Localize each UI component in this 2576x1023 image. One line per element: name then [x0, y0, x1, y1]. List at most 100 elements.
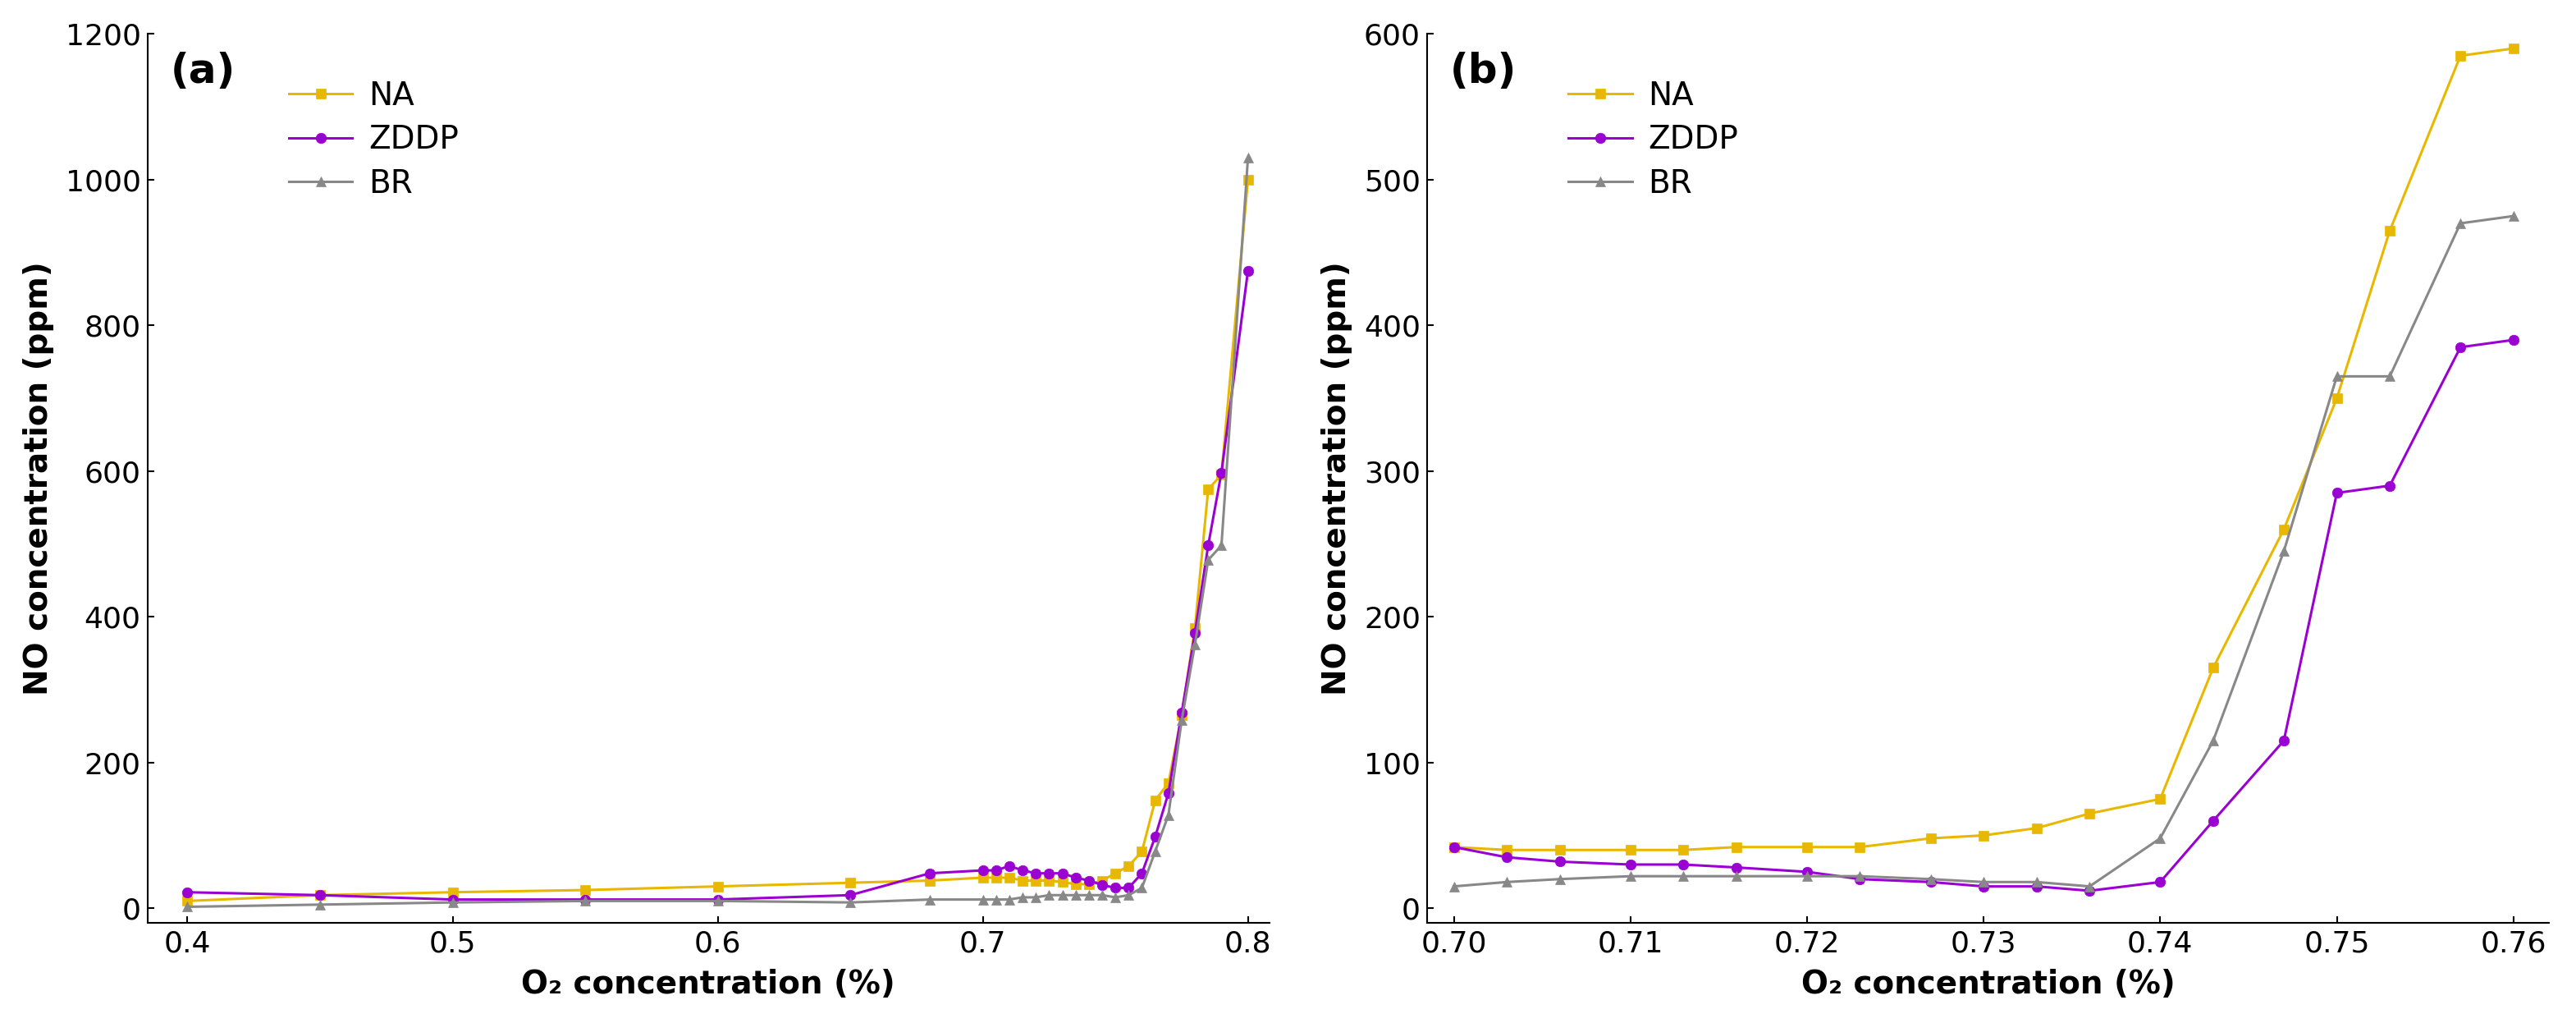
- BR: [1492, 876, 1522, 888]
- NA: [1061, 878, 1092, 890]
- BR: [969, 893, 999, 905]
- NA: [2269, 523, 2300, 535]
- BR: [173, 900, 204, 913]
- ZDDP: [1126, 868, 1157, 880]
- BR: [1061, 889, 1092, 901]
- ZDDP: [1180, 627, 1211, 639]
- NA: [1437, 841, 1468, 853]
- NA: [1667, 844, 1698, 856]
- ZDDP: [569, 893, 600, 905]
- ZDDP: [1844, 873, 1875, 885]
- NA: [1033, 875, 1064, 887]
- BR: [1100, 891, 1131, 903]
- Legend: NA, ZDDP, BR: NA, ZDDP, BR: [276, 68, 471, 213]
- BR: [994, 893, 1025, 905]
- BR: [569, 895, 600, 907]
- NA: [1543, 844, 1574, 856]
- BR: [2321, 370, 2352, 383]
- Line: ZDDP: ZDDP: [1448, 335, 2519, 896]
- ZDDP: [1914, 876, 1945, 888]
- BR: [914, 893, 945, 905]
- BR: [1113, 889, 1144, 901]
- NA: [1492, 844, 1522, 856]
- ZDDP: [1543, 855, 1574, 868]
- ZDDP: [1193, 539, 1224, 551]
- BR: [1074, 889, 1105, 901]
- NA: [981, 872, 1012, 884]
- NA: [1167, 709, 1198, 721]
- BR: [1126, 882, 1157, 894]
- ZDDP: [2197, 814, 2228, 827]
- ZDDP: [1968, 880, 1999, 892]
- NA: [2146, 793, 2177, 805]
- ZDDP: [1667, 858, 1698, 871]
- NA: [914, 875, 945, 887]
- NA: [1721, 841, 1752, 853]
- Text: (a): (a): [170, 52, 234, 91]
- BR: [1180, 638, 1211, 651]
- ZDDP: [835, 889, 866, 901]
- NA: [1914, 832, 1945, 844]
- BR: [2074, 880, 2105, 892]
- X-axis label: O₂ concentration (%): O₂ concentration (%): [520, 969, 896, 1000]
- ZDDP: [1154, 787, 1185, 799]
- ZDDP: [173, 886, 204, 898]
- NA: [1154, 776, 1185, 789]
- ZDDP: [1437, 841, 1468, 853]
- Legend: NA, ZDDP, BR: NA, ZDDP, BR: [1556, 68, 1752, 213]
- ZDDP: [2269, 735, 2300, 747]
- BR: [981, 893, 1012, 905]
- Line: BR: BR: [1448, 211, 2519, 891]
- BR: [1154, 809, 1185, 821]
- NA: [1020, 875, 1051, 887]
- BR: [1844, 871, 1875, 883]
- ZDDP: [2146, 876, 2177, 888]
- ZDDP: [981, 864, 1012, 877]
- BR: [835, 896, 866, 908]
- BR: [1667, 871, 1698, 883]
- NA: [2022, 821, 2053, 834]
- Text: (b): (b): [1450, 52, 1517, 91]
- Line: BR: BR: [183, 152, 1252, 911]
- NA: [173, 895, 204, 907]
- ZDDP: [1721, 861, 1752, 874]
- BR: [2445, 217, 2476, 229]
- NA: [1139, 794, 1170, 806]
- Line: ZDDP: ZDDP: [183, 266, 1252, 904]
- ZDDP: [994, 860, 1025, 873]
- BR: [1231, 151, 1262, 164]
- ZDDP: [2499, 333, 2530, 346]
- NA: [703, 880, 734, 892]
- BR: [1139, 845, 1170, 857]
- BR: [2197, 735, 2228, 747]
- NA: [1126, 845, 1157, 857]
- ZDDP: [2375, 480, 2406, 492]
- ZDDP: [2074, 885, 2105, 897]
- BR: [703, 895, 734, 907]
- NA: [438, 886, 469, 898]
- NA: [1844, 841, 1875, 853]
- ZDDP: [1020, 868, 1051, 880]
- BR: [1615, 871, 1646, 883]
- NA: [1074, 878, 1105, 890]
- Line: NA: NA: [183, 175, 1252, 906]
- ZDDP: [914, 868, 945, 880]
- BR: [1193, 553, 1224, 566]
- NA: [1193, 483, 1224, 495]
- NA: [1087, 875, 1118, 887]
- NA: [1968, 830, 1999, 842]
- BR: [2269, 545, 2300, 558]
- ZDDP: [2445, 341, 2476, 353]
- Y-axis label: NO concentration (ppm): NO concentration (ppm): [1321, 261, 1352, 696]
- ZDDP: [703, 893, 734, 905]
- BR: [1790, 871, 1821, 883]
- X-axis label: O₂ concentration (%): O₂ concentration (%): [1801, 969, 2174, 1000]
- ZDDP: [1492, 851, 1522, 863]
- BR: [1206, 539, 1236, 551]
- ZDDP: [1100, 882, 1131, 894]
- BR: [1020, 891, 1051, 903]
- BR: [1914, 873, 1945, 885]
- BR: [2499, 210, 2530, 222]
- NA: [1790, 841, 1821, 853]
- NA: [1113, 860, 1144, 873]
